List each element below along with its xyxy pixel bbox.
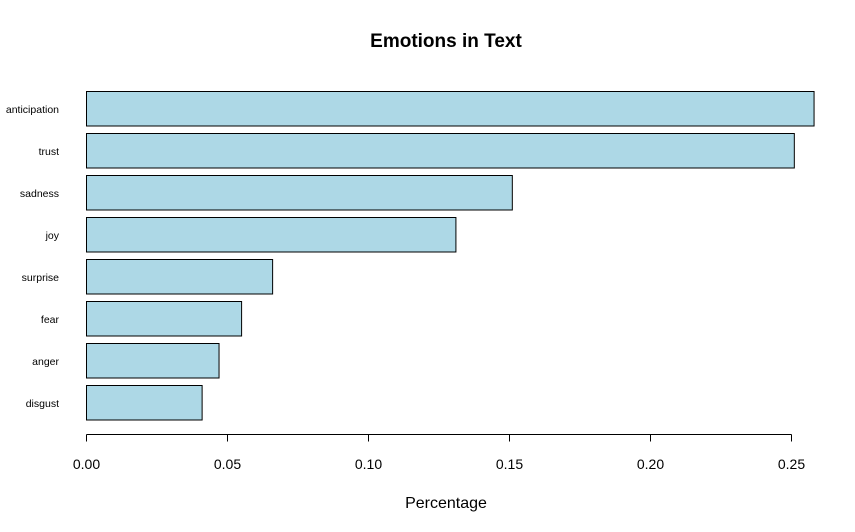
chart-title: Emotions in Text: [370, 31, 522, 52]
category-label-sadness: sadness: [20, 188, 59, 200]
x-axis: 0.00 0.05 0.10 0.15 0.20 0.25: [73, 434, 805, 472]
category-label-anticipation: anticipation: [6, 104, 59, 116]
bar-sadness: [86, 175, 513, 211]
bars-group: [86, 91, 815, 421]
bar-disgust: [86, 385, 203, 421]
category-label-surprise: surprise: [22, 272, 60, 284]
category-label-trust: trust: [39, 146, 60, 158]
x-tick-label: 0.25: [778, 456, 805, 472]
category-labels-group: anticipation trust sadness joy surprise fear a…: [6, 104, 60, 410]
category-label-disgust: disgust: [26, 398, 59, 410]
bar-anticipation: [86, 91, 815, 127]
bar-fear: [86, 301, 243, 337]
x-tick-label: 0.10: [355, 456, 382, 472]
bar-surprise: [86, 259, 274, 295]
category-label-fear: fear: [41, 314, 60, 326]
category-label-joy: joy: [45, 230, 60, 242]
bar-anger: [86, 343, 220, 379]
x-tick-label: 0.20: [637, 456, 664, 472]
bar-joy: [86, 217, 457, 253]
category-label-anger: anger: [32, 356, 59, 368]
bar-trust: [86, 133, 795, 169]
x-tick-label: 0.00: [73, 456, 100, 472]
x-axis-label: Percentage: [405, 495, 487, 512]
x-tick-label: 0.15: [496, 456, 523, 472]
x-tick-label: 0.05: [214, 456, 241, 472]
